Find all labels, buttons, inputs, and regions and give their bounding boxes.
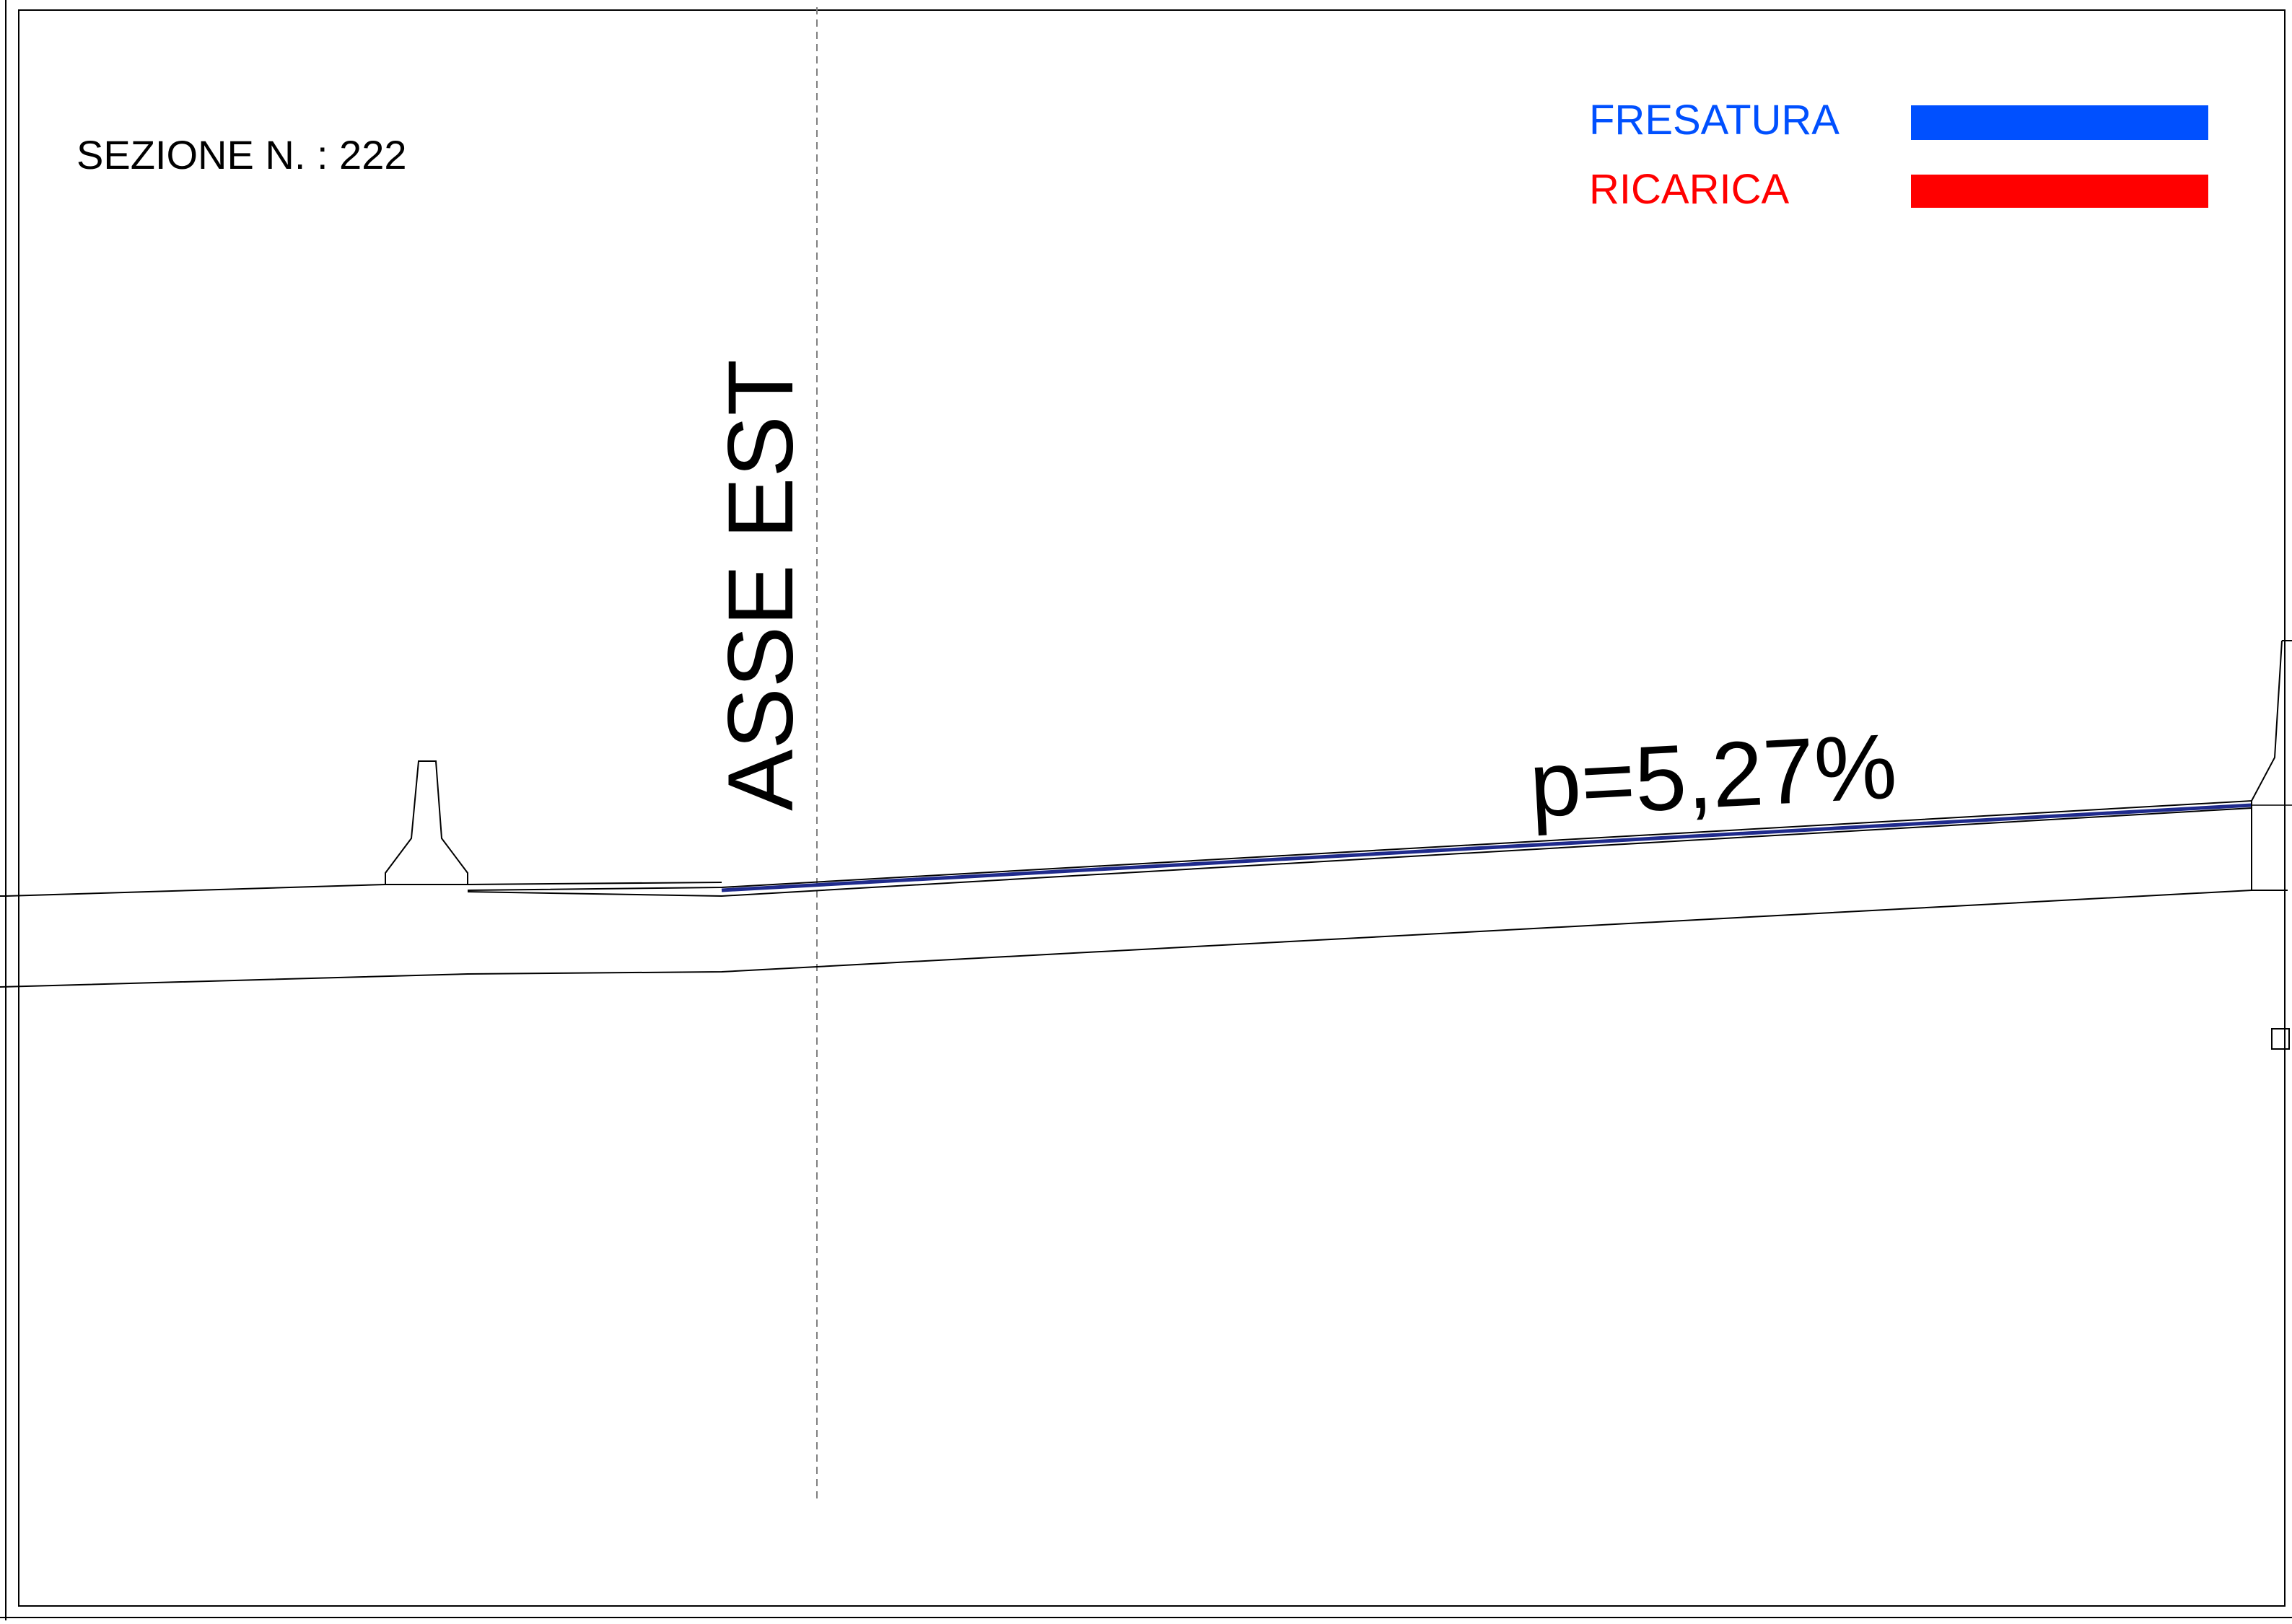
inner-frame xyxy=(19,10,2285,1606)
legend-label-fresatura: FRESATURA xyxy=(1589,97,1840,144)
subgrade-line xyxy=(0,890,2252,987)
section-label: SEZIONE N. : 222 xyxy=(76,132,407,177)
right-curb xyxy=(2252,641,2282,890)
edge-marker xyxy=(2272,1029,2289,1049)
legend-swatch-fresatura xyxy=(1911,105,2208,140)
legend-swatch-ricarica xyxy=(1911,175,2208,208)
road-surface-under-barrier xyxy=(468,882,722,885)
milling-layer xyxy=(722,805,2252,890)
legend-label-ricarica: RICARICA xyxy=(1589,166,1789,213)
axis-label: ASSE EST xyxy=(709,359,813,811)
slope-label: p=5,27% xyxy=(1527,715,1899,837)
milling-layer-outline xyxy=(468,801,2252,896)
jersey-barrier xyxy=(385,761,468,885)
road-surface-left xyxy=(6,885,385,896)
legend: FRESATURA RICARICA xyxy=(1589,97,2208,213)
